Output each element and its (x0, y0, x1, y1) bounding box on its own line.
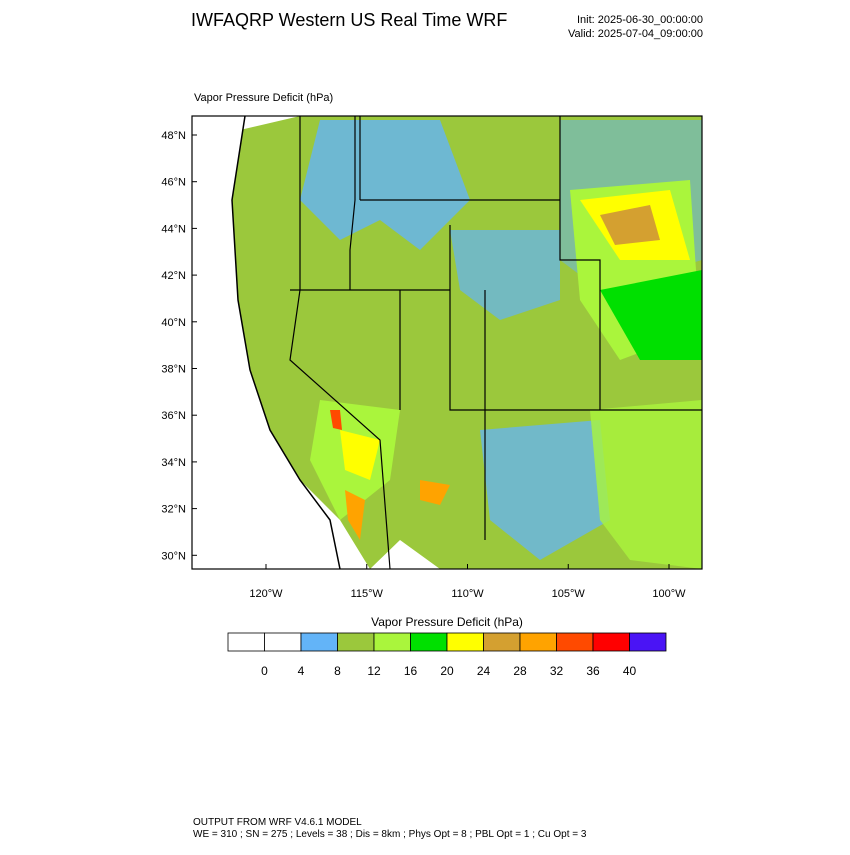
title: IWFAQRP Western US Real Time WRF (191, 10, 507, 30)
lat-label: 48°N (161, 130, 186, 142)
lon-label: 115°W (351, 588, 384, 600)
lat-label: 34°N (161, 457, 186, 469)
colorbar-title: Vapor Pressure Deficit (hPa) (371, 615, 523, 629)
map (191, 115, 703, 570)
colorbar-label: 16 (404, 664, 418, 678)
color-box (300, 632, 338, 652)
lat-ticks: 48°N 46°N 44°N 42°N 40°N 38°N 36°N 34°N 32°N 30°N (161, 130, 197, 562)
colorbar-label: 20 (440, 664, 454, 678)
color-box (410, 632, 448, 652)
lat-label: 30°N (161, 550, 186, 562)
colorbar-label: 0 (261, 664, 268, 678)
footer-line: OUTPUT FROM WRF V4.6.1 MODEL (193, 817, 362, 828)
colorbar-label: 32 (550, 664, 564, 678)
color-box (483, 632, 521, 652)
colorbar-label: 8 (334, 664, 341, 678)
color-box (556, 632, 594, 652)
colorbar-label: 24 (477, 664, 491, 678)
color-box (337, 632, 375, 652)
lon-label: 110°W (451, 588, 484, 600)
colorbar-label: 28 (513, 664, 527, 678)
color-box (629, 632, 667, 652)
color-box (227, 632, 265, 652)
colorbar: 0 4 8 12 16 20 24 28 32 36 40 (227, 632, 667, 678)
lon-label: 105°W (552, 588, 586, 600)
lat-label: 44°N (161, 223, 186, 235)
footer-line: WE = 310 ; SN = 275 ; Levels = 38 ; Dis … (193, 829, 587, 840)
lat-label: 38°N (161, 364, 186, 376)
lat-label: 36°N (161, 410, 186, 422)
lat-label: 42°N (161, 270, 186, 282)
lat-label: 40°N (161, 317, 186, 329)
color-box (519, 632, 557, 652)
lat-label: 46°N (161, 177, 186, 189)
valid-time: Valid: 2025-07-04_09:00:00 (568, 28, 703, 40)
color-box (373, 632, 411, 652)
lon-label: 100°W (652, 588, 686, 600)
color-box (446, 632, 484, 652)
colorbar-label: 40 (623, 664, 637, 678)
color-box (264, 632, 302, 652)
lon-label: 120°W (249, 588, 283, 600)
colorbar-label: 36 (586, 664, 600, 678)
lon-ticks: 120°W 115°W 110°W 105°W 100°W (249, 564, 686, 600)
init-time: Init: 2025-06-30_00:00:00 (577, 14, 703, 26)
lat-label: 32°N (161, 504, 186, 516)
color-box (592, 632, 630, 652)
colorbar-label: 12 (367, 664, 381, 678)
colorbar-label: 4 (298, 664, 305, 678)
map-label: Vapor Pressure Deficit (hPa) (194, 92, 333, 104)
